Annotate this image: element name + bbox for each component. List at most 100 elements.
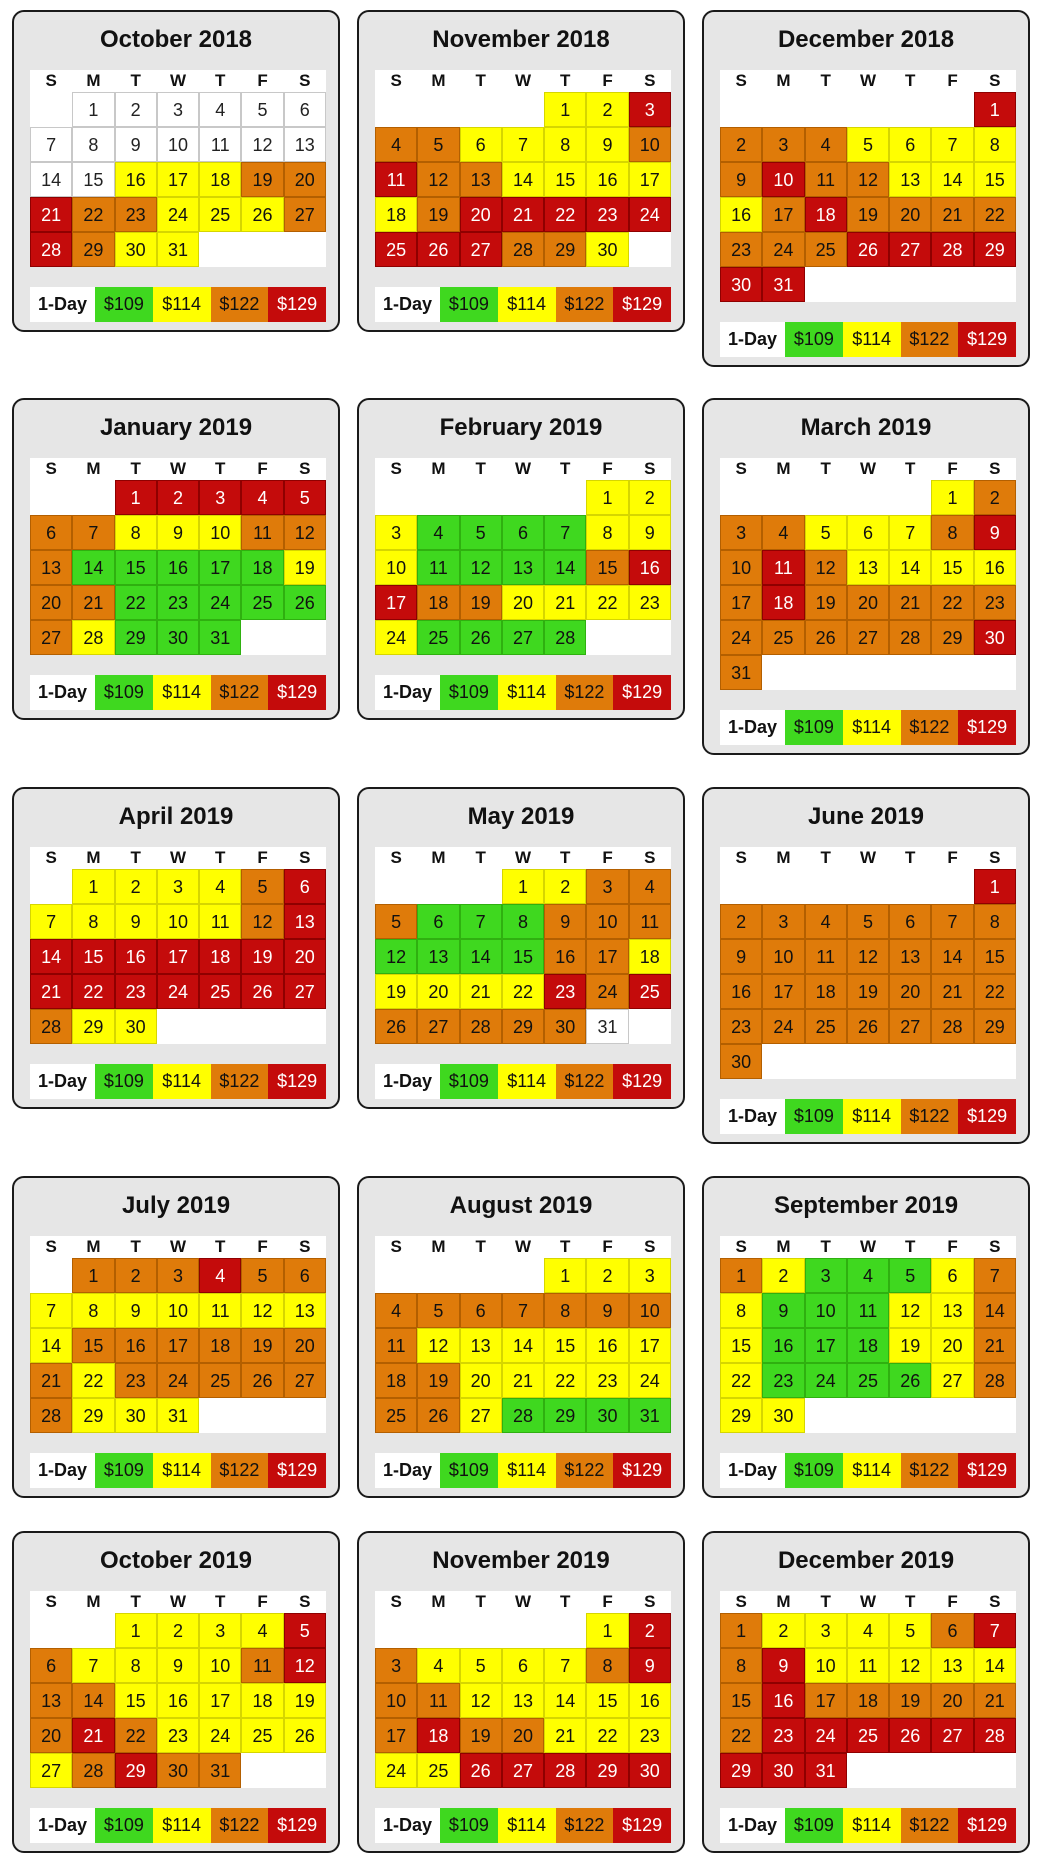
day-cell[interactable]: 24 (375, 620, 418, 655)
day-cell[interactable]: 8 (72, 1293, 115, 1328)
day-cell[interactable]: 13 (501, 1683, 545, 1718)
day-cell[interactable]: 19 (375, 974, 418, 1009)
day-cell[interactable]: 4 (241, 480, 284, 515)
day-cell[interactable]: 3 (156, 1258, 200, 1293)
day-cell[interactable]: 17 (375, 585, 418, 620)
day-cell[interactable]: 21 (72, 1718, 115, 1753)
day-cell[interactable]: 10 (804, 1293, 847, 1328)
day-cell[interactable]: 16 (586, 1328, 629, 1363)
day-cell[interactable]: 23 (544, 974, 587, 1009)
day-cell[interactable]: 1 (72, 92, 115, 127)
day-cell[interactable]: 6 (283, 92, 326, 127)
day-cell[interactable]: 30 (586, 232, 629, 267)
day-cell[interactable]: 2 (586, 92, 629, 127)
day-cell[interactable]: 23 (973, 585, 1016, 620)
day-cell[interactable]: 16 (628, 1683, 671, 1718)
day-cell[interactable]: 2 (586, 1258, 629, 1293)
day-cell[interactable]: 23 (762, 1363, 805, 1398)
day-cell[interactable]: 20 (417, 974, 460, 1009)
day-cell[interactable]: 2 (628, 1613, 671, 1648)
day-cell[interactable]: 21 (501, 1363, 545, 1398)
day-cell[interactable]: 25 (199, 1363, 242, 1398)
day-cell[interactable]: 1 (114, 480, 157, 515)
day-cell[interactable]: 15 (586, 1683, 629, 1718)
day-cell[interactable]: 5 (241, 1258, 284, 1293)
day-cell[interactable]: 27 (459, 232, 502, 267)
day-cell[interactable]: 25 (375, 1398, 418, 1433)
day-cell[interactable]: 9 (628, 1648, 671, 1683)
day-cell[interactable]: 26 (889, 1363, 932, 1398)
day-cell[interactable]: 3 (156, 869, 200, 904)
day-cell[interactable]: 15 (72, 939, 115, 974)
day-cell[interactable]: 7 (459, 904, 502, 939)
day-cell[interactable]: 11 (199, 127, 242, 162)
day-cell[interactable]: 22 (586, 1718, 629, 1753)
day-cell[interactable]: 26 (283, 585, 326, 620)
day-cell[interactable]: 18 (199, 162, 242, 197)
day-cell[interactable]: 5 (804, 515, 847, 550)
day-cell[interactable]: 1 (973, 869, 1016, 904)
day-cell[interactable]: 7 (501, 1293, 545, 1328)
day-cell[interactable]: 18 (628, 939, 671, 974)
day-cell[interactable]: 1 (501, 869, 545, 904)
day-cell[interactable]: 13 (283, 904, 326, 939)
day-cell[interactable]: 8 (114, 1648, 157, 1683)
day-cell[interactable]: 25 (241, 585, 284, 620)
day-cell[interactable]: 27 (501, 1753, 545, 1788)
day-cell[interactable]: 11 (417, 1683, 460, 1718)
day-cell[interactable]: 25 (241, 1718, 284, 1753)
day-cell[interactable]: 8 (544, 127, 587, 162)
day-cell[interactable]: 8 (973, 904, 1016, 939)
day-cell[interactable]: 22 (501, 974, 545, 1009)
day-cell[interactable]: 4 (241, 1613, 284, 1648)
day-cell[interactable]: 11 (417, 550, 460, 585)
day-cell[interactable]: 9 (720, 162, 763, 197)
day-cell[interactable]: 8 (720, 1293, 763, 1328)
day-cell[interactable]: 20 (30, 1718, 73, 1753)
day-cell[interactable]: 15 (586, 550, 629, 585)
day-cell[interactable]: 27 (931, 1718, 974, 1753)
day-cell[interactable]: 28 (931, 1009, 974, 1044)
day-cell[interactable]: 23 (586, 197, 629, 232)
day-cell[interactable]: 16 (720, 974, 763, 1009)
day-cell[interactable]: 28 (501, 232, 545, 267)
day-cell[interactable]: 28 (973, 1363, 1016, 1398)
day-cell[interactable]: 19 (417, 197, 460, 232)
day-cell[interactable]: 20 (501, 1718, 545, 1753)
day-cell[interactable]: 7 (30, 127, 73, 162)
day-cell[interactable]: 9 (586, 127, 629, 162)
day-cell[interactable]: 17 (762, 974, 805, 1009)
day-cell[interactable]: 10 (720, 550, 763, 585)
day-cell[interactable]: 6 (889, 127, 932, 162)
day-cell[interactable]: 17 (199, 1683, 242, 1718)
day-cell[interactable]: 16 (720, 197, 763, 232)
day-cell[interactable]: 17 (720, 585, 763, 620)
day-cell[interactable]: 7 (544, 515, 587, 550)
day-cell[interactable]: 16 (156, 1683, 200, 1718)
day-cell[interactable]: 8 (72, 127, 115, 162)
day-cell[interactable]: 18 (375, 1363, 418, 1398)
day-cell[interactable]: 20 (283, 939, 326, 974)
day-cell[interactable]: 10 (628, 1293, 671, 1328)
day-cell[interactable]: 21 (30, 974, 73, 1009)
day-cell[interactable]: 29 (72, 232, 115, 267)
day-cell[interactable]: 22 (114, 1718, 157, 1753)
day-cell[interactable]: 2 (762, 1258, 805, 1293)
day-cell[interactable]: 7 (931, 904, 974, 939)
day-cell[interactable]: 31 (156, 232, 200, 267)
day-cell[interactable]: 20 (889, 974, 932, 1009)
day-cell[interactable]: 14 (30, 1328, 73, 1363)
day-cell[interactable]: 16 (973, 550, 1016, 585)
day-cell[interactable]: 31 (586, 1009, 629, 1044)
day-cell[interactable]: 6 (846, 515, 890, 550)
day-cell[interactable]: 15 (973, 162, 1016, 197)
day-cell[interactable]: 25 (846, 1363, 890, 1398)
day-cell[interactable]: 26 (889, 1718, 932, 1753)
day-cell[interactable]: 29 (720, 1398, 763, 1433)
day-cell[interactable]: 21 (931, 197, 974, 232)
day-cell[interactable]: 27 (417, 1009, 460, 1044)
day-cell[interactable]: 10 (586, 904, 629, 939)
day-cell[interactable]: 8 (586, 1648, 629, 1683)
day-cell[interactable]: 9 (114, 904, 157, 939)
day-cell[interactable]: 13 (931, 1293, 974, 1328)
